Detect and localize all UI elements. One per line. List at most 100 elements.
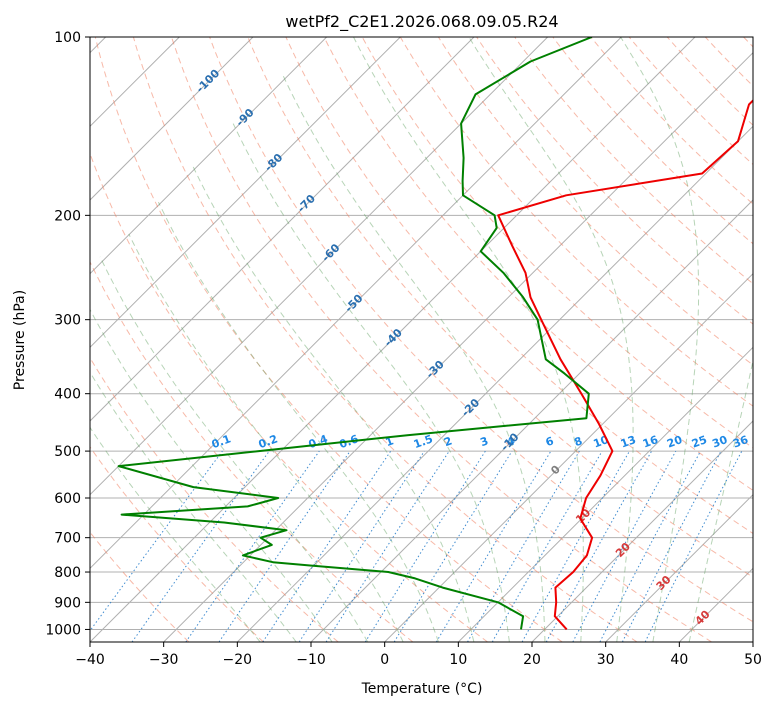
mixing-ratio-line	[435, 450, 552, 642]
moist-adiabat	[128, 233, 404, 642]
dry-adiabat	[209, 37, 753, 623]
isotherm-gridline	[384, 272, 753, 642]
isotherm-label: -20	[459, 396, 482, 419]
dry-adiabat	[437, 37, 753, 366]
isotherm-label: -70	[295, 192, 318, 215]
chart-title: wetPf2_C2E1.2026.068.09.05.R24	[285, 12, 558, 32]
dry-adiabat	[90, 152, 488, 642]
x-tick-label: 0	[380, 652, 389, 668]
isotherm-label: -10	[498, 430, 521, 453]
dry-adiabat	[247, 37, 753, 578]
mixing-ratio-line	[521, 450, 630, 642]
moist-adiabat	[281, 72, 546, 642]
mixing-ratio-label: 20	[665, 433, 684, 451]
y-tick-label: 800	[54, 565, 81, 581]
y-tick-label: 900	[54, 595, 81, 611]
mixing-ratio-line	[599, 450, 701, 642]
mixing-ratio-label: 1.5	[412, 432, 435, 451]
y-axis-label: Pressure (hPa)	[12, 290, 28, 390]
mixing-ratio-line	[218, 450, 351, 642]
isotherm-label: 30	[654, 573, 674, 593]
isotherm-gridline	[90, 37, 254, 201]
dewpoint-line	[117, 37, 593, 630]
isotherm-gridline	[90, 37, 328, 275]
x-tick-label: 30	[597, 652, 615, 668]
dry-adiabat	[90, 531, 190, 642]
x-tick-label: −40	[75, 652, 105, 668]
dry-adiabat	[514, 37, 753, 285]
isotherm-gridline	[457, 346, 753, 642]
mixing-ratio-label: 30	[710, 433, 729, 451]
isotherm-gridline	[236, 125, 753, 642]
moist-adiabat	[90, 371, 297, 642]
isotherm-label: 40	[693, 608, 713, 628]
dry-adiabat	[361, 37, 753, 449]
moist-adiabat	[90, 426, 261, 642]
mixing-ratio-line	[185, 450, 320, 642]
x-axis-label: Temperature (°C)	[361, 681, 483, 697]
x-tick-label: −30	[149, 652, 179, 668]
axis-ticks: −40 −30 −20 −10 0 10 20 30 40 5010020030040050060…	[45, 30, 762, 668]
isotherm-gridline	[310, 199, 753, 642]
dry-adiabat	[90, 260, 414, 642]
x-tick-label: −10	[296, 652, 326, 668]
mixing-ratio-line	[364, 450, 486, 642]
moist-adiabat	[157, 201, 439, 642]
y-tick-label: 300	[54, 313, 81, 329]
mixing-ratio-label: 6	[544, 434, 556, 449]
mixing-ratio-label: 13	[619, 433, 638, 450]
mixing-ratio-label: 0.1	[210, 432, 233, 451]
dry-adiabat	[90, 446, 264, 642]
mixing-ratio-line	[393, 450, 513, 642]
y-tick-label: 700	[54, 531, 81, 547]
mixing-ratio-label: 2	[442, 434, 454, 449]
y-tick-label: 600	[54, 491, 81, 507]
dry-adiabat	[666, 37, 753, 126]
mixing-ratio-line	[467, 450, 580, 642]
isotherm-gridline	[90, 37, 475, 422]
temperature-line	[497, 99, 753, 631]
dry-adiabat	[704, 37, 753, 87]
mixing-ratio-label: 0.2	[257, 432, 280, 451]
plot-frame	[89, 36, 754, 643]
isotherm-gridline	[90, 37, 401, 349]
mixing-ratio-label: 16	[641, 433, 660, 451]
moist-adiabat	[620, 37, 700, 642]
isotherm-gridline	[531, 420, 753, 642]
mixing-ratio-line	[262, 450, 392, 642]
x-tick-label: 20	[523, 652, 541, 668]
isotherm-label: -40	[382, 326, 405, 349]
plot-area: 0.1 0.2 0.4 0.6 1 1.5 2 3 4 6 8 10 13 16 20 25 30 36-100-…	[90, 37, 753, 642]
mixing-ratio-line	[572, 450, 677, 642]
dry-adiabat	[94, 37, 563, 642]
isotherm-gridline	[752, 641, 753, 642]
dry-adiabat	[399, 37, 753, 407]
moist-adiabat	[353, 37, 584, 642]
mixing-ratio-line	[131, 450, 270, 642]
isotherm-gridline	[678, 567, 753, 642]
y-tick-label: 200	[54, 208, 81, 224]
isotherm-label: -80	[262, 151, 285, 174]
mixing-ratio-label: 0.4	[307, 432, 330, 451]
y-tick-label: 1000	[45, 622, 81, 638]
isotherm-gridline	[90, 37, 622, 570]
isotherm-label: -60	[319, 241, 342, 264]
x-tick-label: 50	[744, 652, 762, 668]
isotherm-label: 20	[613, 540, 633, 560]
x-tick-label: −20	[223, 652, 253, 668]
mixing-ratio-label: 25	[690, 433, 709, 450]
dry-adiabat	[90, 356, 339, 642]
dry-adiabat	[476, 37, 753, 325]
dry-adiabat	[628, 37, 753, 166]
mixing-ratio-line	[90, 450, 223, 632]
moist-adiabat	[192, 165, 475, 642]
moist-adiabat	[232, 123, 510, 642]
dry-adiabat	[132, 37, 638, 642]
dry-adiabat	[323, 37, 753, 491]
x-tick-label: 10	[449, 652, 467, 668]
mixing-ratio-label: 1	[384, 434, 396, 449]
isotherm-gridline	[605, 493, 753, 642]
mixing-ratio-label: 8	[572, 434, 584, 449]
mixing-ratio-line	[298, 450, 425, 642]
mixing-ratio-label: 3	[478, 434, 490, 449]
